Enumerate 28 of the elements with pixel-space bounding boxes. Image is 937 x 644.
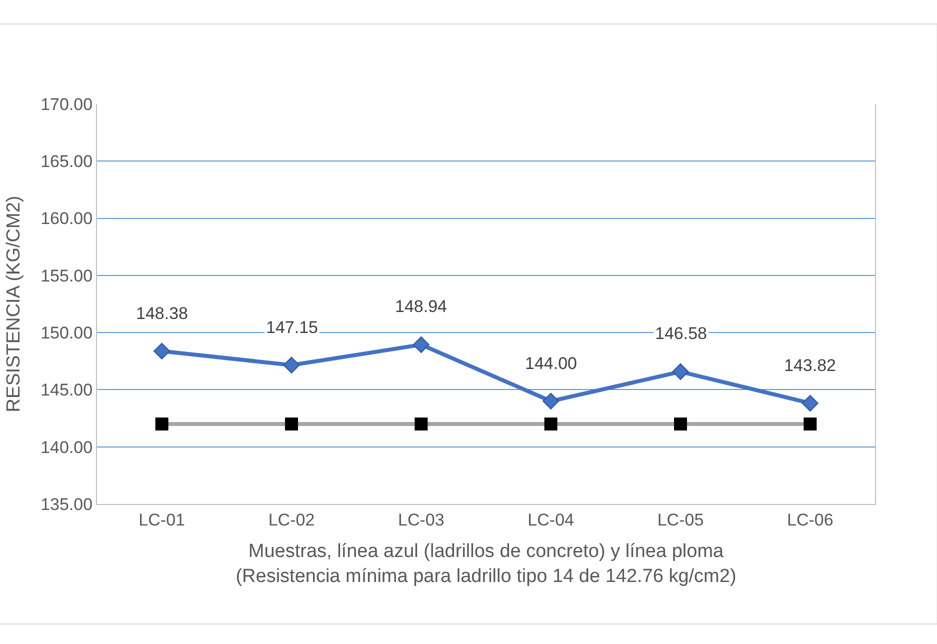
y-tick-label: 165.00: [40, 152, 93, 172]
x-tick-label: LC-03: [398, 510, 444, 530]
y-tick-label: 155.00: [40, 266, 93, 286]
data-label: 148.94: [395, 297, 447, 316]
data-label: 146.58: [655, 324, 707, 343]
point: [802, 394, 818, 412]
x-tick-label: LC-01: [138, 510, 185, 530]
data-label: 147.15: [266, 318, 318, 337]
y-tick-label: 145.00: [40, 380, 93, 400]
y-tick-label: 170.00: [40, 94, 93, 114]
point: [283, 356, 300, 374]
y-tick-label: 135.00: [40, 494, 93, 514]
y-tick-label: 160.00: [40, 209, 93, 228]
data-label: 144.00: [525, 354, 577, 373]
point: [542, 392, 560, 410]
y-axis-title: RESISTENCIA (KG/CM2): [3, 196, 24, 412]
x-tick-label: LC-06: [787, 510, 834, 530]
y-tick-label: 150.00: [40, 324, 93, 343]
x-tick-label: LC-04: [528, 510, 574, 530]
y-tick-label: 140.00: [40, 438, 93, 457]
data-label: 143.82: [784, 356, 836, 375]
point: [154, 342, 170, 360]
point: [412, 336, 430, 353]
x-tick-label: LC-05: [657, 510, 704, 530]
data-label: 148.38: [136, 304, 188, 323]
x-axis-title: Muestras, línea azul (ladrillos de concreto) y línea ploma (Resistencia mínima para ladrillo tipo 14 de 142.76 kg/cm2): [236, 541, 736, 587]
x-tick-label: LC-02: [268, 510, 315, 530]
point: [672, 363, 689, 380]
